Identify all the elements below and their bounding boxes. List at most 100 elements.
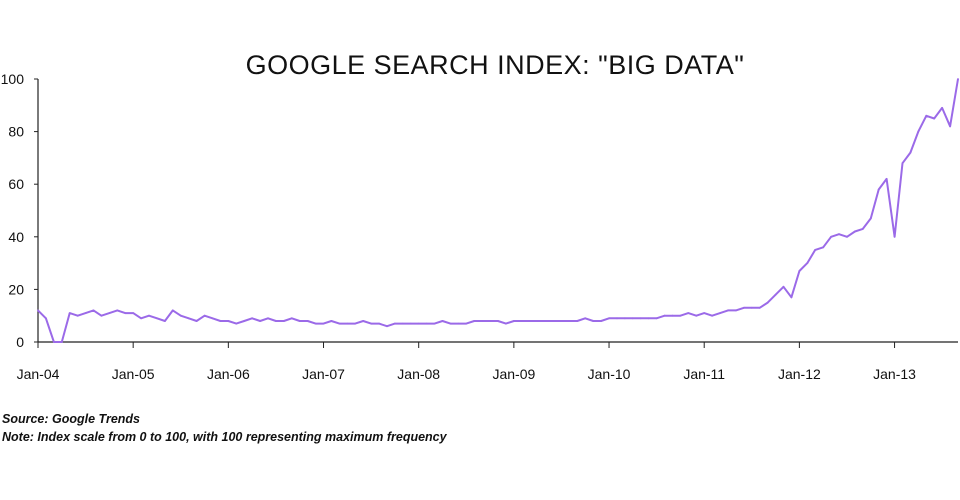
data-point	[362, 320, 365, 322]
data-point	[116, 309, 119, 312]
x-tick-label: Jan-13	[873, 366, 916, 382]
data-point	[140, 317, 143, 320]
data-point	[251, 317, 254, 320]
data-point	[624, 317, 626, 320]
data-point	[148, 314, 150, 317]
data-point	[187, 317, 190, 320]
y-tick-label: 60	[8, 176, 24, 192]
data-point	[822, 246, 825, 249]
data-point	[655, 317, 658, 320]
data-point	[544, 320, 547, 322]
data-point	[949, 125, 951, 128]
data-point	[171, 309, 174, 312]
data-point	[695, 314, 698, 317]
data-point	[203, 314, 206, 317]
data-point	[497, 320, 499, 322]
data-point	[298, 320, 301, 322]
x-tick-label: Jan-07	[302, 366, 345, 382]
data-point	[457, 322, 460, 325]
data-point	[584, 317, 587, 320]
data-point	[283, 320, 285, 322]
chart-title: GOOGLE SEARCH INDEX: "BIG DATA"	[245, 50, 745, 80]
data-point	[346, 322, 349, 325]
data-point	[608, 317, 610, 320]
y-tick-label: 20	[8, 281, 24, 297]
data-point	[861, 228, 864, 230]
data-point	[306, 320, 309, 322]
data-point	[417, 322, 420, 325]
data-point	[108, 312, 111, 314]
y-axis-ticks: 0 20 40 60 80 100	[1, 71, 38, 350]
series-group	[37, 78, 959, 343]
data-point	[433, 322, 436, 325]
data-point	[259, 320, 261, 322]
x-tick-label: Jan-09	[492, 366, 535, 382]
data-point	[679, 314, 682, 317]
data-point	[92, 309, 95, 312]
data-point	[45, 317, 47, 320]
x-tick-label: Jan-05	[112, 366, 155, 382]
data-point	[354, 322, 357, 325]
data-point	[719, 312, 721, 314]
data-point	[37, 309, 39, 312]
data-point	[290, 317, 293, 320]
data-point	[267, 317, 269, 320]
x-tick-label: Jan-10	[588, 366, 631, 382]
data-point	[401, 322, 404, 325]
data-point	[671, 314, 674, 317]
data-point	[687, 312, 690, 314]
x-tick-label: Jan-12	[778, 366, 821, 382]
data-point	[505, 322, 507, 325]
data-point	[528, 320, 531, 322]
data-point	[552, 320, 555, 322]
data-point	[314, 322, 317, 325]
x-tick-label: Jan-04	[17, 366, 60, 382]
data-point	[941, 107, 943, 109]
data-point	[394, 322, 396, 325]
data-point	[179, 314, 182, 317]
data-point	[536, 320, 539, 322]
data-point	[631, 317, 634, 320]
data-point	[576, 320, 579, 322]
data-point	[568, 320, 571, 322]
data-point	[877, 188, 880, 191]
data-point	[156, 317, 158, 320]
data-point	[592, 320, 595, 322]
data-point	[441, 320, 444, 322]
data-point	[917, 130, 920, 133]
data-point	[243, 320, 246, 322]
data-point	[560, 320, 563, 322]
scale-note: Note: Index scale from 0 to 100, with 10…	[2, 430, 447, 444]
data-point	[211, 317, 214, 320]
data-point	[711, 314, 713, 317]
x-tick-label: Jan-06	[207, 366, 250, 382]
data-point	[386, 325, 388, 328]
data-point	[639, 317, 642, 320]
data-point	[885, 178, 888, 180]
data-point	[68, 312, 71, 314]
data-point	[846, 235, 848, 238]
source-note: Source: Google Trends	[2, 412, 140, 426]
data-point	[338, 322, 341, 325]
data-point	[933, 117, 936, 120]
data-point	[473, 320, 476, 322]
data-point	[520, 320, 523, 322]
data-point	[893, 235, 896, 238]
data-point	[53, 341, 55, 343]
data-point	[60, 341, 63, 343]
data-point	[774, 293, 777, 296]
data-point	[901, 162, 904, 165]
y-tick-label: 80	[8, 124, 24, 140]
data-point	[854, 230, 856, 233]
data-point	[663, 314, 666, 317]
data-point	[164, 320, 166, 322]
data-point	[727, 309, 729, 312]
data-point	[830, 235, 832, 238]
data-point	[100, 314, 103, 317]
data-point	[275, 320, 277, 322]
data-point	[743, 306, 745, 309]
data-point	[409, 322, 412, 325]
data-point	[330, 320, 333, 322]
data-point	[600, 320, 602, 322]
data-point	[322, 322, 325, 325]
